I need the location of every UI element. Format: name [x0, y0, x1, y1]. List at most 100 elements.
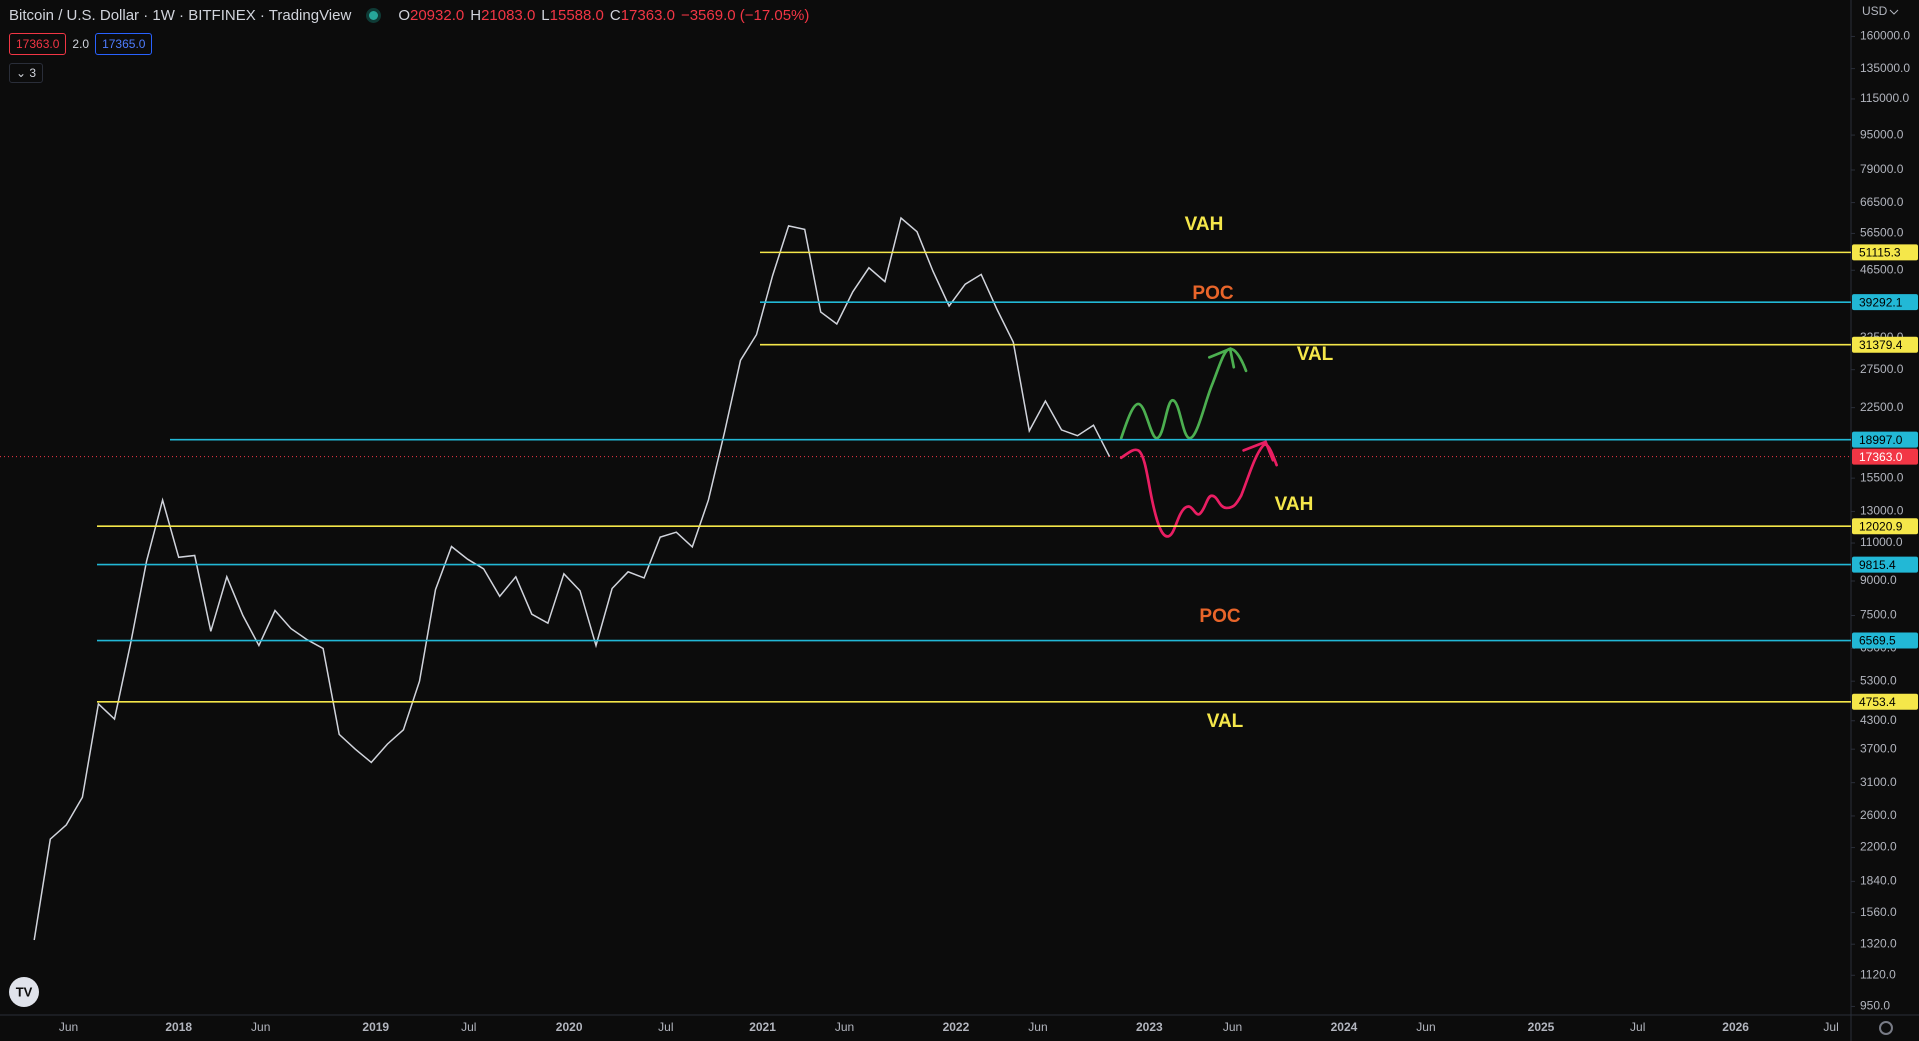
price-tick-label: 22500.0 [1860, 400, 1904, 414]
price-tick-label: 9000.0 [1860, 573, 1897, 587]
indicator-count: 3 [29, 66, 37, 80]
time-tick-label: 2025 [1528, 1020, 1555, 1034]
price-tick-label: 27500.0 [1860, 362, 1904, 376]
price-tick-label: 160000.0 [1860, 29, 1910, 43]
price-tick-label: 115000.0 [1860, 91, 1909, 105]
price-tick-label: 13000.0 [1860, 504, 1904, 518]
level-badge [1852, 632, 1918, 649]
level-badge [1852, 693, 1918, 710]
time-tick-label: 2026 [1722, 1020, 1749, 1034]
ohlc-value: 20932.0 [409, 7, 465, 24]
level-badge [1852, 336, 1918, 353]
time-tick-label: Jul [1630, 1020, 1645, 1034]
level-badge [1852, 294, 1918, 311]
spread: 2.0 [72, 37, 90, 51]
time-tick-label: 2023 [1136, 1020, 1163, 1034]
price-tick-label: 95000.0 [1860, 127, 1904, 141]
price-tick-label: 950.0 [1860, 999, 1890, 1013]
currency[interactable]: USD [1862, 4, 1888, 18]
price-tick-label: 11000.0 [1860, 535, 1903, 549]
trade-badges: 17363.0 2.0 17365.0 [9, 33, 153, 55]
drawings [1119, 346, 1278, 538]
indicators-toggle[interactable]: ⌄ 3 [9, 63, 44, 83]
price-tick-label: 5300.0 [1860, 673, 1897, 687]
time-tick-label: Jul [461, 1020, 476, 1034]
time-tick-label: Jun [1028, 1020, 1047, 1034]
price-tick-label: 135000.0 [1860, 61, 1910, 75]
ohlc-value: 15588.0 [549, 7, 604, 24]
price-tick-label: 66500.0 [1860, 195, 1904, 209]
level-label: 4753.4 [1859, 695, 1896, 709]
tv-logo: TV [9, 977, 39, 1007]
price-tick-label: 2200.0 [1860, 840, 1897, 854]
bear-projection [1119, 443, 1278, 538]
annotation: VAL [1207, 711, 1244, 732]
sell-button[interactable]: 17363.0 [9, 33, 67, 55]
level-label: 39292.1 [1859, 295, 1903, 309]
time-tick-label: Jun [1223, 1020, 1242, 1034]
level-label: 18997.0 [1859, 433, 1903, 447]
price-tick-label: 56500.0 [1860, 226, 1904, 240]
ohlc-high: H21083.0 [470, 7, 535, 24]
time-tick-label: 2019 [362, 1020, 389, 1034]
price-tick-label: 2600.0 [1860, 808, 1897, 822]
ohlc-label: L [541, 7, 550, 24]
ohlc-label: C [609, 7, 621, 24]
price-tick-label: 15500.0 [1860, 470, 1904, 484]
level-label: 31379.4 [1859, 338, 1903, 352]
level-badge [1852, 431, 1918, 448]
svg-text:TV: TV [16, 984, 33, 999]
ohlc-label: O [398, 7, 410, 24]
level-badge [1852, 244, 1918, 261]
level-label: 9815.4 [1859, 558, 1896, 572]
level-badge [1852, 518, 1918, 535]
current-price-label: 17363.0 [1859, 450, 1903, 464]
price-tick-label: 3700.0 [1860, 741, 1897, 755]
change: −3569.0 (−17.05%) [680, 7, 810, 24]
annotation: POC [1192, 283, 1233, 304]
ohlc-open: O20932.0 [398, 7, 464, 24]
bull-arrowhead [1207, 346, 1236, 369]
time-tick-label: Jun [1416, 1020, 1435, 1034]
time-tick-label: 2024 [1331, 1020, 1358, 1034]
time-tick-label: 2018 [165, 1020, 192, 1034]
annotation: VAL [1297, 344, 1334, 365]
price-tick-label: 46500.0 [1860, 262, 1904, 276]
ohlc-low: L15588.0 [541, 7, 604, 24]
ohlc-value: 21083.0 [481, 7, 536, 24]
price-tick-label: 3100.0 [1860, 775, 1897, 789]
buy-button[interactable]: 17365.0 [95, 33, 153, 55]
time-tick-label: 2021 [749, 1020, 776, 1034]
price-tick-label: 4300.0 [1860, 713, 1897, 727]
time-tick-label: Jul [1823, 1020, 1838, 1034]
ohlc-label: H [470, 7, 482, 24]
symbol-title[interactable]: Bitcoin / U.S. Dollar · 1W · BITFINEX · … [9, 7, 352, 24]
market-status [369, 11, 379, 20]
level-label: 12020.9 [1859, 519, 1903, 533]
current-price-badge [1852, 448, 1918, 465]
price-tick-label: 1320.0 [1860, 936, 1897, 950]
price-tick-label: 79000.0 [1860, 162, 1904, 176]
annotation: VAH [1275, 494, 1314, 515]
ohlc-value: 17363.0 [620, 7, 675, 24]
header: Bitcoin / U.S. Dollar · 1W · BITFINEX · … [9, 7, 809, 24]
settings-icon[interactable] [1879, 1021, 1893, 1035]
level-badge [1852, 556, 1918, 573]
price-line [33, 216, 1111, 941]
bull-projection [1119, 347, 1248, 440]
time-tick-label: Jun [59, 1020, 78, 1034]
ohlc-close: C17363.0 [610, 7, 675, 24]
bear-arrowhead [1242, 440, 1275, 462]
price-tick-label: 7500.0 [1860, 608, 1897, 622]
time-tick-label: Jul [658, 1020, 673, 1034]
price-tick-label: 1120.0 [1860, 967, 1896, 981]
price-tick-label: 1840.0 [1860, 874, 1897, 888]
level-label: 51115.3 [1859, 246, 1901, 260]
time-tick-label: Jun [835, 1020, 854, 1034]
level-label: 6569.5 [1859, 634, 1896, 648]
currency-chevron [1889, 9, 1899, 15]
price-tick-label: 1560.0 [1860, 905, 1897, 919]
time-tick-label: Jun [251, 1020, 270, 1034]
